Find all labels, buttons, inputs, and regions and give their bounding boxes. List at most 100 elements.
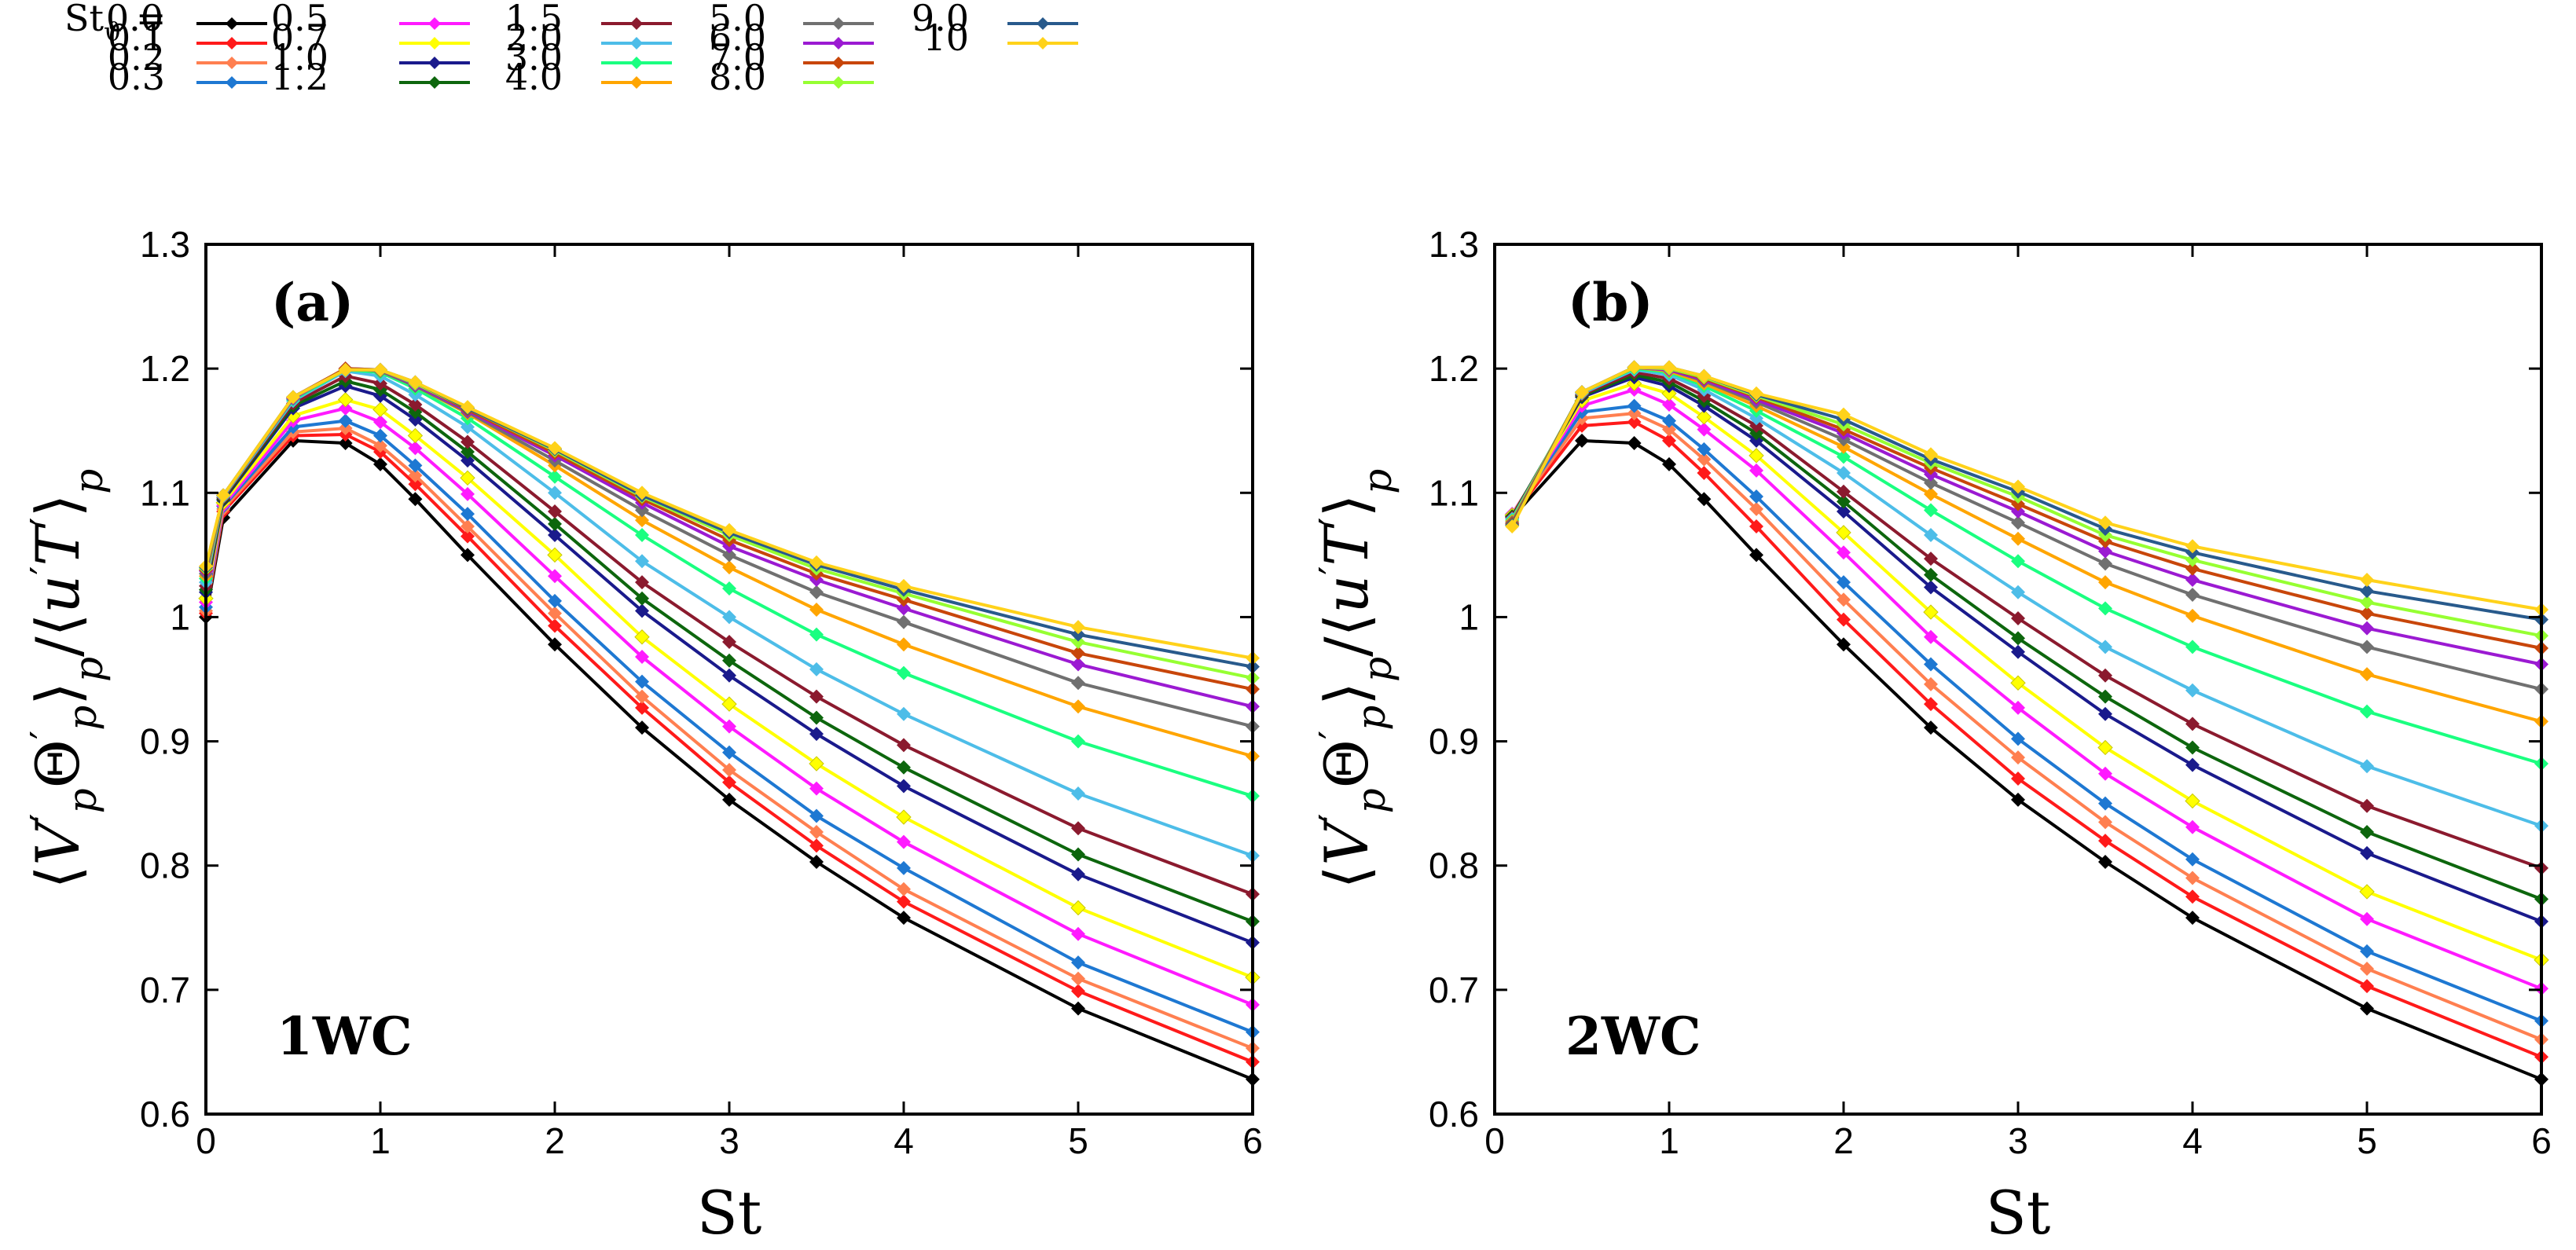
data-point [722, 745, 736, 760]
data-point [2185, 793, 2200, 809]
data-point [2185, 852, 2200, 867]
x-tick-label: 1 [370, 1120, 391, 1161]
data-point [461, 445, 475, 460]
data-point [2360, 584, 2374, 599]
legend-entry-0.7: 0.7 [271, 16, 470, 59]
data-point [1924, 720, 1938, 735]
data-point [2011, 585, 2025, 599]
series-0.5 [199, 401, 1260, 1012]
ticks-a: 0 1 2 3 4 5 6 0.6 0.7 0.8 0.9 1 1.1 1.2 1.3 [140, 224, 1263, 1161]
data-point [1071, 955, 1085, 970]
data-point [1071, 984, 1085, 999]
data-point [2185, 608, 2200, 623]
data-point [373, 428, 387, 443]
data-point [1697, 492, 1712, 507]
series-line [1510, 420, 2542, 1059]
data-point [1661, 386, 1677, 401]
plot-area-a [198, 361, 1260, 1087]
data-point [635, 689, 649, 704]
legend-swatch-marker [226, 37, 238, 49]
data-point [1924, 676, 1938, 691]
data-point [461, 434, 475, 449]
data-point [2185, 539, 2200, 554]
data-point [1071, 821, 1085, 836]
y-tick-label: 0.9 [140, 721, 190, 762]
data-point [2360, 621, 2374, 636]
data-point [373, 415, 387, 430]
series-line [204, 433, 1253, 1064]
data-point [635, 720, 649, 735]
data-point [1505, 519, 1520, 533]
series-10 [1505, 360, 2548, 617]
data-point [1071, 676, 1085, 691]
data-point [722, 610, 736, 625]
legend-swatch-marker [630, 17, 643, 30]
data-point [1837, 465, 1851, 480]
data-point [1070, 900, 1086, 916]
legend-entry-10: 10 [923, 16, 1078, 59]
data-point [2185, 717, 2200, 731]
series-line [204, 368, 1253, 660]
legend-label: 6.0 [709, 16, 766, 59]
data-point [461, 519, 475, 533]
legend-label: 4.0 [505, 56, 563, 98]
data-point [1837, 612, 1851, 627]
data-point [2098, 796, 2112, 811]
series-line [204, 384, 1253, 944]
panel-b: 0 1 2 3 4 5 6 0.6 0.7 0.8 0.9 1 1.1 1.2 1.3 (b) 2WC St… [1311, 224, 2552, 1248]
data-point [1924, 629, 1938, 644]
x-tick-label: 3 [2008, 1120, 2028, 1161]
data-point [2098, 556, 2112, 571]
data-point [1662, 422, 1676, 437]
data-point [722, 522, 736, 537]
data-point [2011, 700, 2025, 715]
data-point [373, 362, 387, 377]
data-point [809, 662, 824, 676]
legend-label: 1.5 [505, 0, 563, 39]
legend: Stϑ = 0.00.10.20.3 0.50.71.01.2 1.52.03.04.… [64, 0, 1078, 98]
data-point [809, 781, 824, 796]
data-point [461, 486, 475, 501]
data-point [635, 503, 649, 518]
y-axis-title-a: ⟨V′pΘ′p⟩p/⟨u′T′⟩p [22, 469, 112, 889]
data-point [216, 488, 231, 503]
legend-swatch-marker [226, 76, 238, 89]
series-1.0 [199, 379, 1260, 950]
y-tick-label: 0.7 [140, 970, 190, 1010]
data-point [1575, 385, 1589, 400]
data-point [1924, 580, 1938, 595]
data-point [1696, 409, 1712, 425]
data-point [2098, 544, 2112, 559]
data-point [809, 555, 824, 570]
data-point [1749, 448, 1764, 464]
series-line [1510, 373, 2542, 901]
series-line [204, 419, 1253, 1034]
series-line [1510, 438, 2542, 1081]
data-point [2185, 871, 2200, 885]
x-axis-title-a: St [697, 1178, 762, 1248]
data-point [2185, 889, 2200, 904]
data-point [1837, 494, 1851, 509]
data-point [548, 637, 562, 652]
data-point [2011, 792, 2025, 807]
legend-label: 0.0 [106, 0, 163, 39]
data-point [2098, 515, 2112, 530]
legend-swatch-marker [1037, 37, 1049, 49]
legend-label: 0.2 [108, 36, 165, 79]
data-point [2011, 554, 2025, 569]
y-tick-label: 1 [1459, 596, 1479, 637]
data-point [1071, 734, 1085, 749]
data-point [2098, 689, 2112, 704]
legend-entry-8.0: 8.0 [709, 56, 874, 98]
x-tick-label: 3 [719, 1120, 739, 1161]
data-point [373, 438, 387, 453]
data-point [338, 421, 353, 436]
x-tick-label: 6 [1242, 1120, 1263, 1161]
series-1.2 [1505, 368, 2548, 907]
data-point [897, 834, 911, 849]
legend-label: 0.7 [271, 16, 328, 59]
legend-entry-1.5: 1.5 [505, 0, 672, 39]
x-tick-label: 2 [545, 1120, 565, 1161]
data-point [2010, 675, 2026, 691]
